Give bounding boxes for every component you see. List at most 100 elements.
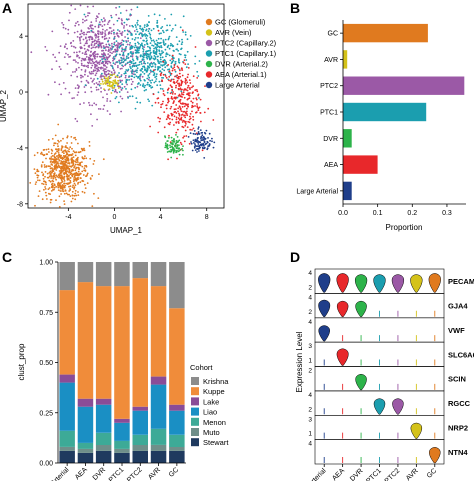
umap-point — [113, 33, 115, 35]
umap-point — [54, 142, 57, 145]
umap-point — [184, 121, 187, 124]
violin-category-label: AEA — [331, 467, 346, 481]
umap-point — [191, 123, 194, 126]
umap-point — [42, 177, 45, 180]
umap-point — [125, 9, 128, 12]
umap-point — [55, 174, 57, 177]
umap-point — [175, 131, 178, 134]
umap-point — [143, 89, 146, 92]
umap-point — [66, 173, 69, 176]
umap-point — [180, 90, 183, 93]
umap-point — [167, 101, 169, 104]
cohort-legend-swatch — [191, 428, 199, 436]
umap-point — [68, 165, 70, 168]
umap-point — [35, 181, 38, 184]
umap-point — [133, 76, 136, 79]
umap-point — [156, 44, 159, 47]
umap-point — [76, 94, 79, 96]
umap-point — [191, 104, 194, 107]
umap-point — [133, 38, 136, 41]
umap-point — [175, 121, 178, 124]
umap-point — [157, 29, 160, 32]
umap-point — [63, 182, 65, 185]
umap-point — [97, 88, 100, 91]
umap-point — [103, 70, 106, 73]
violin-shape — [336, 348, 349, 366]
stacked-segment — [132, 278, 148, 407]
umap-point — [178, 147, 181, 150]
umap-point — [53, 174, 56, 176]
stacked-segment — [59, 374, 75, 383]
umap-point — [75, 151, 77, 154]
umap-point — [179, 53, 182, 56]
umap-point — [134, 44, 137, 47]
umap-point — [207, 107, 210, 110]
umap-point — [155, 75, 158, 78]
umap-point — [88, 31, 91, 33]
umap-point — [71, 197, 74, 200]
umap-point — [130, 32, 133, 35]
umap-point — [93, 78, 95, 80]
umap-point — [136, 23, 139, 26]
umap-point — [165, 55, 167, 58]
umap-cluster-large-arterial — [187, 126, 216, 159]
umap-point — [173, 64, 176, 66]
cohort-legend-swatch — [191, 438, 199, 447]
umap-point — [145, 34, 148, 36]
umap-point — [149, 54, 152, 56]
umap-point — [156, 46, 159, 48]
umap-point — [125, 88, 127, 90]
umap-point — [121, 31, 124, 33]
umap-point — [81, 165, 84, 168]
violin-rows: PECAM142GJA442VWF4SLC6A631SCIN2RGCC42NRP… — [308, 268, 474, 465]
umap-point — [104, 19, 106, 21]
umap-point — [40, 165, 43, 168]
umap-point — [113, 81, 116, 83]
umap-point — [196, 151, 198, 153]
umap-point — [63, 203, 66, 206]
umap-legend-label: PTC2 (Capillary.2) — [215, 39, 277, 48]
umap-point — [189, 35, 192, 37]
umap-point — [70, 74, 73, 77]
umap-point — [187, 84, 190, 87]
umap-point — [104, 82, 107, 85]
umap-cluster-ptc1 — [83, 6, 201, 110]
umap-point — [143, 44, 146, 46]
umap-point — [175, 36, 178, 38]
umap-point — [57, 158, 59, 160]
umap-point — [164, 144, 167, 147]
umap-point — [50, 160, 52, 163]
umap-point — [114, 48, 117, 51]
umap-point — [60, 174, 63, 177]
umap-point — [151, 86, 154, 89]
umap-point — [200, 135, 203, 138]
umap-point — [83, 47, 86, 50]
umap-point — [82, 18, 84, 21]
cohort-legend-label: Kuppe — [203, 387, 225, 396]
umap-point — [135, 26, 137, 28]
umap-point — [186, 93, 188, 96]
umap-point — [130, 78, 133, 81]
umap-point — [40, 151, 43, 154]
umap-point — [58, 175, 61, 178]
umap-point — [54, 56, 56, 59]
umap-point — [74, 184, 77, 187]
umap-point — [55, 160, 58, 163]
violin-gene-label: VWF — [448, 326, 465, 335]
umap-point — [92, 5, 95, 8]
umap-point — [177, 49, 180, 52]
umap-point — [94, 25, 97, 28]
umap-point — [95, 103, 98, 106]
umap-point — [99, 59, 102, 62]
umap-point — [171, 69, 174, 72]
umap-point — [114, 51, 117, 53]
umap-point — [93, 160, 96, 162]
umap-point — [141, 55, 144, 58]
umap-point — [97, 66, 100, 69]
umap-point — [116, 74, 119, 77]
umap-point — [175, 118, 178, 121]
umap-point — [181, 88, 183, 91]
